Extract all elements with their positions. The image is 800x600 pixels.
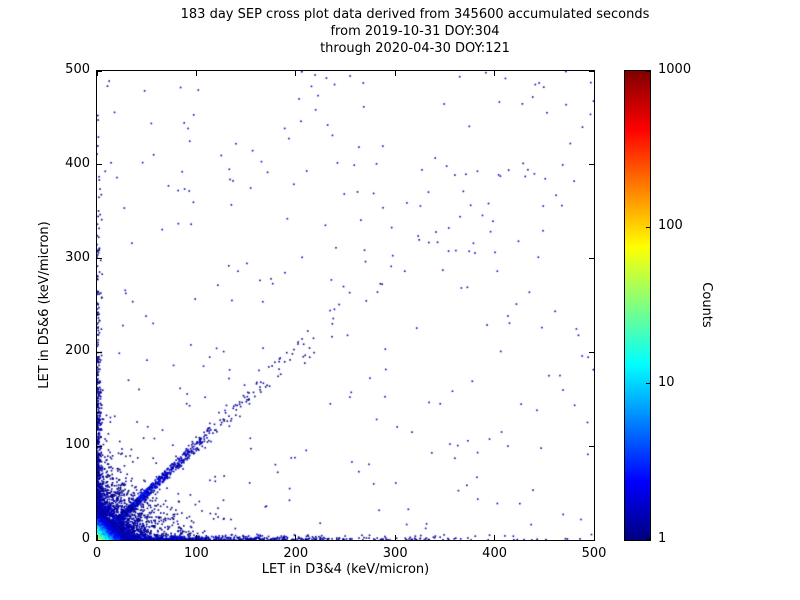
- x-tick-label: 400: [482, 546, 508, 561]
- colorbar-tick-label: 100: [658, 218, 683, 234]
- y-tick-label: 100: [65, 437, 90, 453]
- tick-mark: [494, 71, 496, 76]
- chart-subtitle-through: through 2020-04-30 DOY:121: [320, 41, 510, 56]
- tick-mark: [646, 539, 650, 540]
- x-tick-label: 0: [92, 546, 102, 561]
- plot-area: [96, 70, 595, 541]
- tick-mark: [494, 535, 496, 540]
- y-tick-label: 0: [81, 531, 90, 546]
- x-axis-label: LET in D3&4 (keV/micron): [261, 562, 430, 577]
- tick-mark: [295, 71, 297, 76]
- colorbar-tick-label: 1: [658, 531, 667, 546]
- y-tick-label: 300: [65, 249, 90, 265]
- tick-mark: [589, 164, 594, 166]
- x-tick-label: 300: [382, 546, 408, 561]
- tick-mark: [646, 383, 650, 385]
- y-axis-label: LET in D5&6 (keV/micron): [37, 221, 52, 389]
- tick-mark: [96, 71, 98, 76]
- colorbar-tick-label: 1000: [658, 62, 692, 77]
- tick-mark: [646, 226, 650, 228]
- colorbar: [624, 70, 651, 541]
- chart-title: 183 day SEP cross plot data derived from…: [180, 7, 650, 22]
- tick-mark: [97, 164, 102, 166]
- tick-mark: [97, 258, 102, 260]
- y-tick-label: 400: [65, 155, 90, 171]
- y-tick-label: 500: [65, 62, 90, 77]
- y-tick-label: 200: [65, 343, 90, 359]
- tick-mark: [195, 71, 197, 76]
- tick-mark: [589, 539, 594, 541]
- tick-mark: [646, 71, 650, 72]
- colorbar-label: Counts: [699, 282, 714, 328]
- tick-mark: [97, 70, 102, 72]
- x-tick-label: 100: [183, 546, 209, 561]
- tick-mark: [589, 70, 594, 72]
- tick-mark: [295, 535, 297, 540]
- tick-mark: [394, 71, 396, 76]
- x-tick-label: 500: [581, 546, 607, 561]
- colorbar-gradient: [625, 71, 650, 540]
- colorbar-tick-label: 10: [658, 374, 675, 390]
- tick-mark: [97, 539, 102, 541]
- tick-mark: [195, 535, 197, 540]
- scatter-canvas: [97, 71, 594, 540]
- tick-mark: [593, 71, 595, 76]
- x-tick-label: 200: [283, 546, 309, 561]
- tick-mark: [97, 445, 102, 447]
- tick-mark: [394, 535, 396, 540]
- tick-mark: [589, 351, 594, 353]
- tick-mark: [593, 535, 595, 540]
- tick-mark: [96, 535, 98, 540]
- tick-mark: [589, 258, 594, 260]
- title-block: 183 day SEP cross plot data derived from…: [30, 6, 800, 57]
- tick-mark: [97, 351, 102, 353]
- chart-subtitle-from: from 2019-10-31 DOY:304: [330, 24, 500, 39]
- tick-mark: [589, 445, 594, 447]
